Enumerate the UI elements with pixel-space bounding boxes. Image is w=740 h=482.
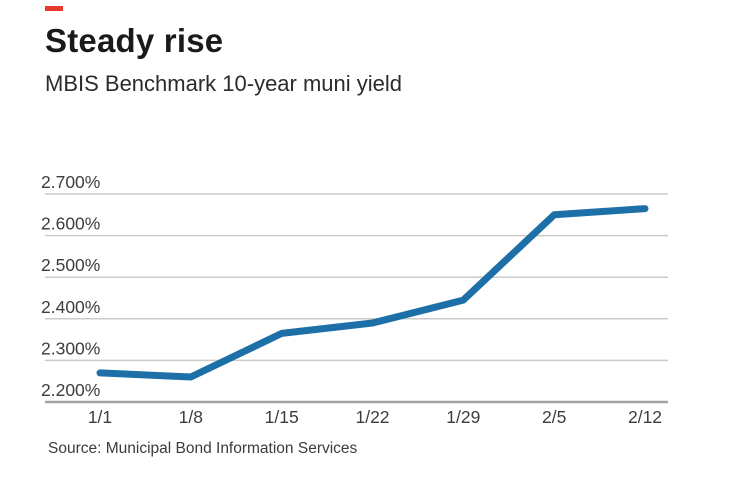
y-axis-tick-label: 2.200%: [41, 380, 100, 400]
chart-subtitle: MBIS Benchmark 10-year muni yield: [45, 71, 403, 96]
x-axis-tick-label: 1/15: [265, 407, 299, 427]
yield-line: [96, 205, 649, 381]
y-axis-tick-label: 2.600%: [41, 214, 100, 234]
x-axis-tick-label: 1/8: [179, 407, 203, 427]
y-axis-tick-label: 2.500%: [41, 255, 100, 275]
red-accent-bar: [45, 6, 63, 11]
y-axis-tick-label: 2.700%: [41, 172, 100, 192]
x-axis-tick-label: 1/29: [446, 407, 480, 427]
source-note: Source: Municipal Bond Information Servi…: [48, 440, 358, 457]
x-axis-tick-label: 2/12: [628, 407, 662, 427]
chart-title: Steady rise: [45, 22, 224, 59]
x-axis-tick-label: 1/1: [88, 407, 112, 427]
y-axis-tick-label: 2.400%: [41, 297, 100, 317]
x-axis-tick-label: 2/5: [542, 407, 566, 427]
y-axis-tick-label: 2.300%: [41, 338, 100, 358]
x-axis-tick-label: 1/22: [355, 407, 389, 427]
